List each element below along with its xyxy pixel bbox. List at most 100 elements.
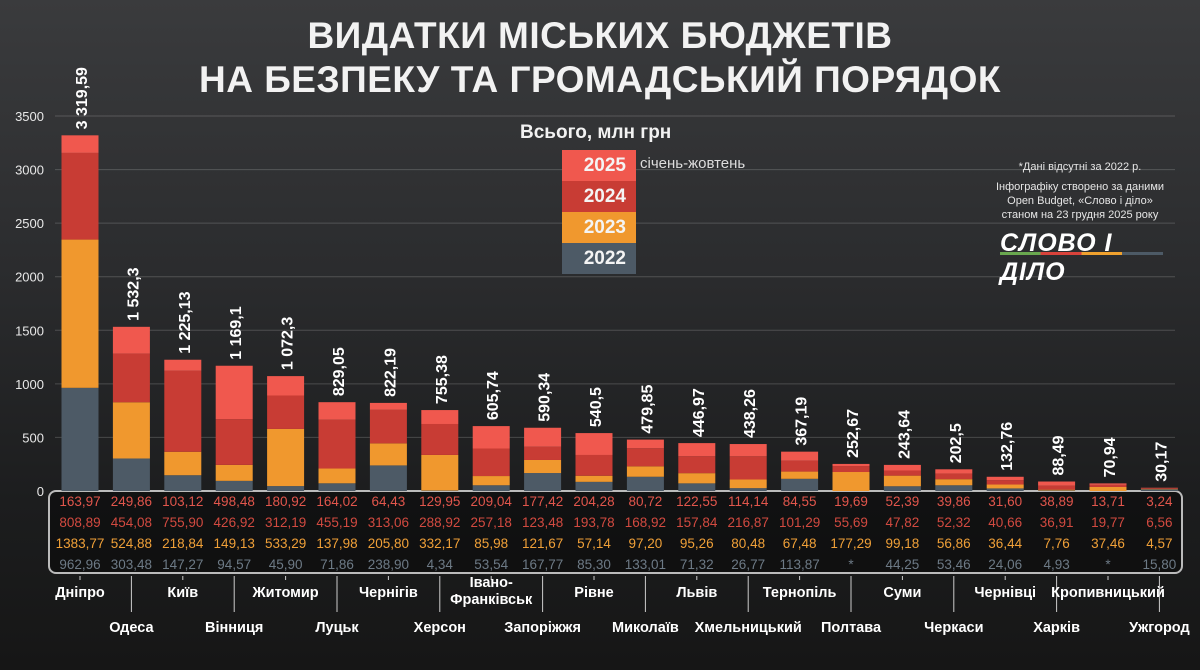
bar-segment-2024 — [1140, 488, 1178, 489]
bar-segment-2023 — [112, 402, 150, 459]
bar-segment-2025 — [935, 469, 973, 474]
total-label: 829,05 — [331, 347, 348, 396]
total-label: 1 169,1 — [228, 306, 245, 359]
value-2024: 36,91 — [1040, 515, 1074, 530]
bar-segment-2022 — [729, 488, 767, 491]
value-2025: 31,60 — [988, 494, 1022, 509]
value-2022: 133,01 — [625, 557, 666, 572]
bar-segment-2022 — [524, 473, 562, 491]
category-label: Хмельницький — [695, 620, 802, 636]
bar-segment-2023 — [678, 473, 716, 484]
value-2023: 533,29 — [265, 536, 306, 551]
value-2024: 123,48 — [522, 515, 563, 530]
bar-segment-2022 — [164, 475, 202, 491]
bar-segment-2022 — [112, 458, 150, 491]
category-label: Чернівці — [974, 585, 1036, 601]
total-label: 605,74 — [485, 371, 502, 420]
total-label: 438,26 — [742, 389, 759, 438]
bar-segment-2025 — [112, 326, 150, 354]
bar-segment-2023 — [986, 484, 1024, 489]
category-label: Луцьк — [315, 620, 359, 636]
value-2022: 113,87 — [779, 557, 819, 572]
category-label: Тернопіль — [763, 585, 837, 601]
bar-segment-2024 — [164, 370, 202, 452]
title-line-1: ВИДАТКИ МІСЬКИХ БЮДЖЕТІВ — [307, 15, 893, 56]
bar-segment-2025 — [883, 464, 921, 471]
bar-segment-2023 — [215, 464, 253, 481]
bar-segment-2025 — [832, 463, 870, 467]
y-tick-label: 500 — [22, 430, 44, 445]
category-label: Полтава — [821, 620, 882, 636]
total-label: 1 072,3 — [280, 317, 297, 370]
total-label: 590,34 — [537, 373, 554, 422]
value-2022: * — [1105, 557, 1111, 572]
bar-segment-2023 — [164, 451, 202, 476]
bar-segment-2023 — [524, 459, 562, 474]
bar-segment-2024 — [626, 448, 664, 467]
bar-segment-2025 — [986, 476, 1024, 481]
y-tick-label: 0 — [37, 484, 44, 499]
value-2022: 167,77 — [522, 557, 563, 572]
legend-2024: 2024 — [562, 181, 636, 212]
y-tick-label: 1000 — [15, 377, 44, 392]
value-2022: 53,46 — [937, 557, 971, 572]
value-2024: 40,66 — [988, 515, 1022, 530]
total-label: 446,97 — [691, 388, 708, 437]
bar-segment-2025 — [781, 451, 819, 461]
category-label: Вінниця — [205, 620, 263, 636]
bar-segment-2023 — [1038, 489, 1076, 491]
value-2024: 426,92 — [214, 515, 255, 530]
value-2023: 332,17 — [419, 536, 460, 551]
value-2025: 129,95 — [419, 494, 460, 509]
category-label: Чернігів — [359, 585, 418, 601]
bar-segment-2025 — [575, 433, 613, 455]
value-2023: 149,13 — [214, 536, 255, 551]
bar-segment-2024 — [472, 448, 510, 477]
value-2024: 216,87 — [728, 515, 769, 530]
value-2022: 4,93 — [1043, 557, 1069, 572]
category-label: Житомир — [252, 585, 319, 601]
category-label: Львів — [676, 585, 717, 601]
source-note: Інфографіку створено за даними Open Budg… — [995, 181, 1165, 221]
value-2024: 52,32 — [937, 515, 971, 530]
bar-segment-2023 — [318, 468, 356, 484]
value-2023: 36,44 — [988, 536, 1022, 551]
value-2023: 205,80 — [368, 536, 409, 551]
chart-subtitle: Всього, млн грн — [520, 122, 672, 143]
bar-segment-2023 — [1089, 486, 1127, 491]
bar-segment-2023 — [369, 443, 407, 466]
category-label: Франківськ — [450, 592, 533, 608]
value-2024: 454,08 — [111, 515, 152, 530]
value-2025: 3,24 — [1146, 494, 1173, 509]
bar-segment-2025 — [472, 426, 510, 449]
value-2022: 94,57 — [217, 557, 251, 572]
legend: 2025 2024 2023 2022 — [562, 150, 636, 274]
y-tick-label: 2000 — [15, 270, 44, 285]
bar-segment-2025 — [318, 402, 356, 420]
values-table — [48, 490, 1183, 574]
value-2023: 95,26 — [680, 536, 714, 551]
legend-note: січень-жовтень — [640, 155, 746, 172]
value-2022: * — [848, 557, 854, 572]
value-2024: 19,77 — [1091, 515, 1125, 530]
category-label: Ужгород — [1129, 620, 1190, 636]
bar-segment-2022 — [267, 486, 305, 491]
bar-segment-2024 — [986, 480, 1024, 485]
value-2025: 19,69 — [834, 494, 868, 509]
bar-segment-2023 — [472, 476, 510, 486]
bar-segment-2023 — [832, 472, 870, 491]
bar-segment-2025 — [421, 410, 459, 424]
bar-segment-2025 — [215, 365, 253, 420]
bar-segment-2022 — [1140, 489, 1178, 491]
value-2022: 303,48 — [111, 557, 152, 572]
value-2023: 97,20 — [629, 536, 663, 551]
value-2025: 498,48 — [214, 494, 255, 509]
bar-segment-2024 — [421, 423, 459, 455]
value-2022: 147,27 — [162, 557, 203, 572]
category-label: Харків — [1033, 620, 1080, 636]
bar-segment-2022 — [369, 465, 407, 491]
value-2023: 99,18 — [886, 536, 920, 551]
bar-segment-2023 — [575, 475, 613, 482]
y-tick-label: 3500 — [15, 109, 44, 124]
